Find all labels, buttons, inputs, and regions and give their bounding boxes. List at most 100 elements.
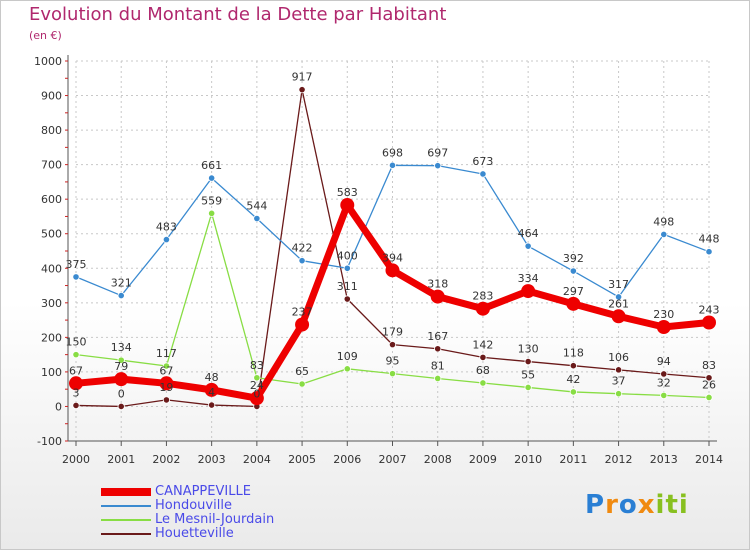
data-label: 917 <box>292 71 313 84</box>
logo-letter: P <box>585 490 606 520</box>
data-label: 283 <box>472 290 493 303</box>
data-label: 230 <box>653 308 674 321</box>
data-point-canappeville <box>295 317 310 332</box>
data-label: 67 <box>69 364 83 377</box>
y-tick-label: 300 <box>41 297 62 310</box>
data-label: 317 <box>608 278 629 291</box>
data-label: 261 <box>608 297 629 310</box>
x-tick-label: 2001 <box>107 453 135 466</box>
data-point-canappeville <box>69 376 83 391</box>
y-tick-label: 800 <box>41 124 62 137</box>
data-point-le-mesnil-jourdain <box>479 379 487 387</box>
data-label: 42 <box>566 373 580 386</box>
data-point-le-mesnil-jourdain <box>162 362 171 370</box>
data-label: 297 <box>563 285 584 298</box>
y-tick-label: 0 <box>55 400 62 413</box>
data-point-le-mesnil-jourdain <box>208 209 216 217</box>
data-label: 117 <box>156 347 177 360</box>
data-label: 106 <box>608 351 629 364</box>
y-tick-label: 100 <box>41 366 62 379</box>
data-label: 661 <box>201 159 222 172</box>
data-label: 311 <box>337 280 358 293</box>
data-label: 67 <box>159 364 173 377</box>
data-point-canappeville <box>159 376 174 391</box>
data-label: 394 <box>382 251 403 264</box>
data-point-canappeville <box>385 263 400 278</box>
legend-swatch <box>101 488 151 496</box>
data-label: 544 <box>246 200 267 213</box>
data-point-houetteville <box>208 401 216 409</box>
data-point-hondouville <box>569 267 577 275</box>
data-point-houetteville <box>524 357 532 366</box>
data-label: 673 <box>472 155 493 168</box>
x-tick-label: 2010 <box>514 453 542 466</box>
data-label: 4 <box>208 386 215 399</box>
data-label: 26 <box>702 378 716 391</box>
data-point-houetteville <box>569 362 577 370</box>
legend-swatch <box>101 533 151 535</box>
data-point-le-mesnil-jourdain <box>117 356 125 364</box>
data-point-canappeville <box>204 382 219 397</box>
data-label: 68 <box>476 364 490 377</box>
data-label: 3 <box>73 386 80 399</box>
data-label: 167 <box>427 330 448 343</box>
data-label: 400 <box>337 249 358 262</box>
data-label: 392 <box>563 252 584 265</box>
data-point-houetteville <box>72 401 80 410</box>
data-label: 134 <box>111 341 132 354</box>
data-point-canappeville <box>475 301 490 316</box>
x-tick-label: 2012 <box>605 453 633 466</box>
x-tick-label: 2003 <box>198 453 226 466</box>
data-point-le-mesnil-jourdain <box>705 393 713 402</box>
logo-letter: i <box>678 490 689 520</box>
data-point-le-mesnil-jourdain <box>253 374 261 382</box>
legend-label: Hondouville <box>155 498 232 513</box>
data-label: 32 <box>657 376 671 389</box>
data-label: 583 <box>337 186 358 199</box>
data-point-canappeville <box>114 372 129 387</box>
data-point-canappeville <box>656 320 671 334</box>
data-point-le-mesnil-jourdain <box>524 383 532 392</box>
data-label: 55 <box>521 368 535 381</box>
x-tick-label: 2014 <box>695 453 723 466</box>
data-point-hondouville <box>298 257 306 265</box>
logo-letter: o <box>618 490 638 520</box>
data-point-le-mesnil-jourdain <box>298 380 306 388</box>
data-point-hondouville <box>434 162 442 170</box>
data-point-houetteville <box>162 396 171 404</box>
data-label: 37 <box>612 375 626 388</box>
y-tick-label: 900 <box>41 90 62 103</box>
y-tick-label: -100 <box>37 435 62 448</box>
data-point-canappeville <box>340 198 355 213</box>
logo-letter: r <box>605 490 619 520</box>
data-point-canappeville <box>430 289 445 304</box>
y-tick-label: 1000 <box>34 55 62 68</box>
data-label: 237 <box>292 306 313 319</box>
chart-subtitle: (en €) <box>29 29 62 42</box>
y-tick-label: 600 <box>41 193 62 206</box>
data-label: 83 <box>702 359 716 372</box>
data-label: 79 <box>114 360 128 373</box>
data-point-canappeville <box>702 315 716 330</box>
logo-letter: i <box>655 490 666 520</box>
x-tick-label: 2005 <box>288 453 316 466</box>
data-label: 318 <box>427 278 448 291</box>
x-tick-label: 2008 <box>424 453 452 466</box>
data-point-le-mesnil-jourdain <box>434 374 442 383</box>
data-point-houetteville <box>117 402 125 411</box>
legend-item: Le Mesnil-Jourdain <box>101 513 274 527</box>
x-tick-label: 2000 <box>62 453 90 466</box>
data-label: 498 <box>653 215 674 228</box>
chart-title: Evolution du Montant de la Dette par Hab… <box>29 4 447 25</box>
legend-swatch <box>101 505 151 507</box>
data-point-houetteville <box>614 366 623 374</box>
data-point-houetteville <box>660 370 668 378</box>
logo-letter: t <box>665 490 679 520</box>
data-label: 109 <box>337 350 358 363</box>
data-label: 422 <box>292 242 313 255</box>
data-point-hondouville <box>479 170 487 178</box>
data-point-hondouville <box>388 161 397 169</box>
data-label: 321 <box>111 277 132 290</box>
data-label: 448 <box>699 233 720 246</box>
